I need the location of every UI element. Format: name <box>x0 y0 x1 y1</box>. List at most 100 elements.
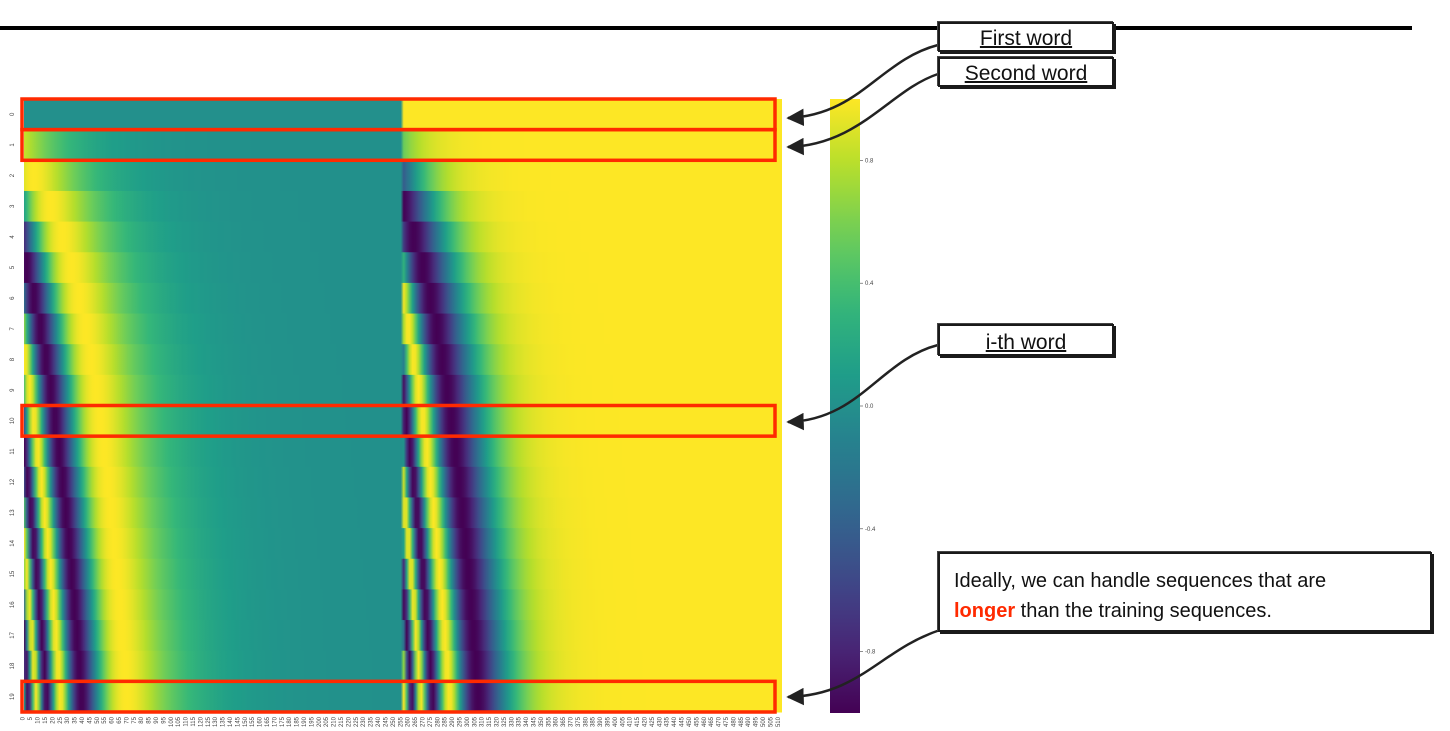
column-tick-230: 230 <box>361 716 367 727</box>
column-tick-215: 215 <box>339 716 345 727</box>
row-tick-19: 19 <box>10 693 16 700</box>
colorbar-tick-labels: 0.8 0.4 0.0 -0.4 -0.8 <box>860 158 876 656</box>
column-tick-5: 5 <box>28 716 34 720</box>
note-highlight-word: longer <box>954 600 1016 622</box>
row-tick-18: 18 <box>10 662 16 669</box>
column-tick-405: 405 <box>620 716 626 727</box>
ith-word-label: i-th word <box>985 331 1067 354</box>
column-tick-480: 480 <box>731 716 737 727</box>
column-tick-135: 135 <box>221 716 227 727</box>
column-tick-270: 270 <box>420 716 426 727</box>
row-tick-16: 16 <box>10 601 16 608</box>
callout-arrows <box>786 43 941 706</box>
column-tick-375: 375 <box>576 716 582 727</box>
column-tick-55: 55 <box>102 716 108 723</box>
column-tick-265: 265 <box>413 716 419 727</box>
column-tick-70: 70 <box>124 716 130 723</box>
row-tick-14: 14 <box>10 539 16 546</box>
colorbar-tick-label: -0.4 <box>865 527 876 533</box>
column-tick-50: 50 <box>95 716 101 723</box>
column-tick-355: 355 <box>546 716 552 727</box>
column-tick-200: 200 <box>317 716 323 727</box>
column-tick-235: 235 <box>369 716 375 727</box>
extrapolation-note-callout: Ideally, we can handle sequences that ar… <box>938 552 1432 632</box>
heatmap-row-11 <box>24 436 782 468</box>
column-tick-460: 460 <box>702 716 708 727</box>
column-tick-45: 45 <box>87 716 93 723</box>
colorbar-tick-label: 0.4 <box>865 281 874 287</box>
column-tick-320: 320 <box>494 716 500 727</box>
heatmap-row-4 <box>24 221 782 253</box>
column-tick-420: 420 <box>643 716 649 727</box>
column-tick-295: 295 <box>457 716 463 727</box>
column-tick-25: 25 <box>58 716 64 723</box>
column-tick-180: 180 <box>287 716 293 727</box>
column-tick-260: 260 <box>406 716 412 727</box>
column-tick-340: 340 <box>524 716 530 727</box>
column-tick-150: 150 <box>243 716 249 727</box>
column-tick-285: 285 <box>443 716 449 727</box>
heatmap-row-14 <box>24 528 782 560</box>
column-tick-385: 385 <box>591 716 597 727</box>
column-tick-305: 305 <box>472 716 478 727</box>
first-word-arrow <box>786 43 939 127</box>
column-tick-205: 205 <box>324 716 330 727</box>
column-tick-350: 350 <box>539 716 545 727</box>
second-word-label: Second word <box>964 62 1088 85</box>
heatmap-row-9 <box>24 374 782 406</box>
row-tick-17: 17 <box>10 631 16 638</box>
heatmap-row-2 <box>24 160 782 192</box>
heatmap-row-1 <box>24 129 782 161</box>
column-tick-155: 155 <box>250 716 256 727</box>
row-tick-3: 3 <box>10 204 16 208</box>
row-tick-10: 10 <box>10 417 16 424</box>
heatmap-cells <box>24 99 782 713</box>
column-tick-255: 255 <box>398 716 404 727</box>
heatmap-row-7 <box>24 313 782 345</box>
column-tick-100: 100 <box>169 716 175 727</box>
column-tick-390: 390 <box>598 716 604 727</box>
row-tick-2: 2 <box>10 173 16 177</box>
heatmap-row-19 <box>24 681 782 713</box>
column-tick-430: 430 <box>657 716 663 727</box>
column-tick-145: 145 <box>235 716 241 727</box>
heatmap-row-8 <box>24 344 782 376</box>
column-tick-485: 485 <box>739 716 745 727</box>
column-tick-490: 490 <box>746 716 752 727</box>
column-tick-120: 120 <box>198 716 204 727</box>
column-tick-280: 280 <box>435 716 441 727</box>
heatmap-row-17 <box>24 620 782 652</box>
column-tick-315: 315 <box>487 716 493 727</box>
column-tick-115: 115 <box>191 716 197 726</box>
column-tick-85: 85 <box>147 716 153 723</box>
column-tick-465: 465 <box>709 716 715 727</box>
heatmap-row-15 <box>24 558 782 590</box>
column-tick-110: 110 <box>184 716 190 726</box>
column-tick-330: 330 <box>509 716 515 727</box>
ith-word-arrow <box>786 343 939 431</box>
column-tick-335: 335 <box>517 716 523 727</box>
column-tick-445: 445 <box>680 716 686 727</box>
row-tick-15: 15 <box>10 570 16 577</box>
heatmap-row-18 <box>24 650 782 682</box>
note-line-2: longer than the training sequences. <box>954 596 1430 626</box>
heatmap-row-5 <box>24 252 782 284</box>
column-tick-380: 380 <box>583 716 589 727</box>
row-highlight-box-19 <box>20 679 777 714</box>
colorbar-tick-label: -0.8 <box>865 650 876 656</box>
heatmap-row-6 <box>24 282 782 315</box>
column-tick-225: 225 <box>354 716 360 727</box>
column-tick-275: 275 <box>428 716 434 727</box>
top-rule <box>0 26 1412 30</box>
column-tick-415: 415 <box>635 716 641 727</box>
column-tick-190: 190 <box>302 716 308 727</box>
column-tick-210: 210 <box>332 716 338 727</box>
column-tick-450: 450 <box>687 716 693 727</box>
column-tick-20: 20 <box>50 716 56 723</box>
column-tick-395: 395 <box>606 716 612 727</box>
ith-word-callout: i-th word <box>938 324 1114 356</box>
column-tick-410: 410 <box>628 716 634 727</box>
row-tick-5: 5 <box>10 265 16 269</box>
column-tick-505: 505 <box>768 716 774 727</box>
